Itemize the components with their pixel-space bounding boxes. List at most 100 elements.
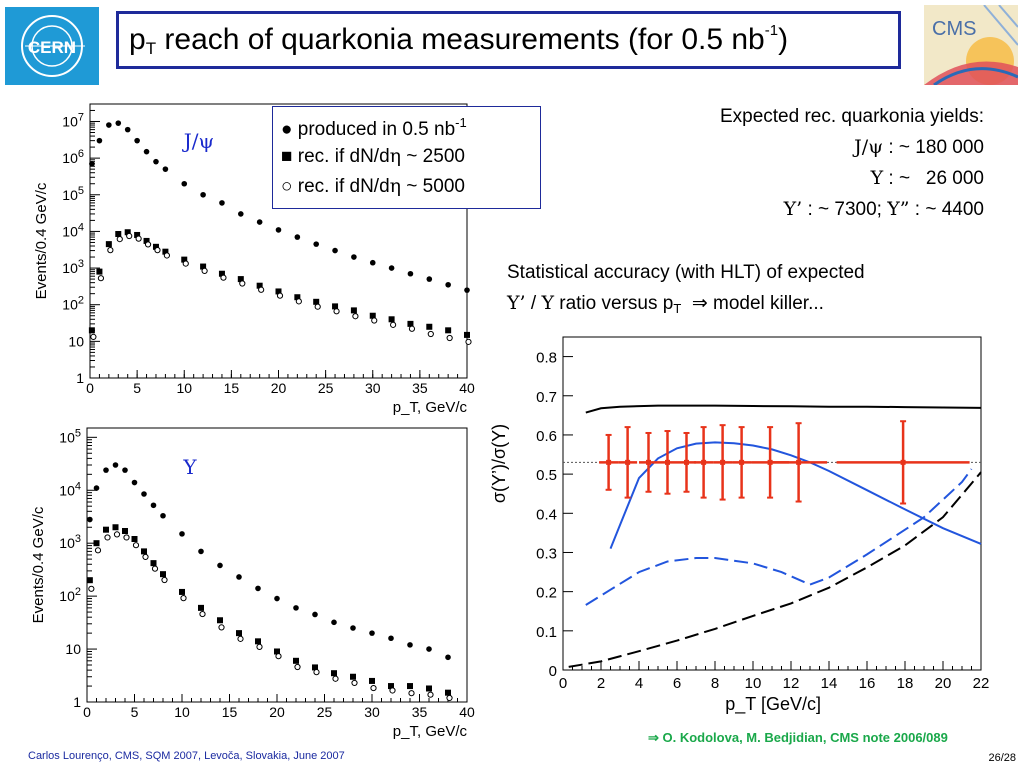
data-point [351, 679, 358, 687]
y-tick-label: 0 [549, 663, 557, 680]
data-point [332, 675, 339, 682]
x-tick-label: 20 [271, 380, 287, 396]
yields-heading: Expected rec. quarkonia yields: [719, 106, 984, 127]
legend-value-rec5000: ~ 5000 [401, 176, 465, 197]
data-point [90, 333, 97, 341]
data-point [446, 334, 453, 342]
legend-value-rec2500: ~ 2500 [401, 146, 465, 167]
upsilon-chart: 0 5 10 15 20 25 30 35 40 1 10 102 103 104 105 p_T, GeV/… [30, 427, 475, 740]
x-tick-label: 20 [269, 704, 285, 720]
data-point [350, 673, 356, 680]
data-point [144, 241, 152, 248]
legend-label-produced-sup: -1 [455, 115, 467, 130]
stat-ratio-sep: / [525, 293, 542, 314]
series-0 [87, 462, 451, 661]
y-tick-label: 104 [62, 221, 84, 239]
data-point [796, 459, 802, 465]
y-tick-label: 102 [59, 586, 81, 604]
series-0 [89, 120, 470, 293]
data-point [200, 263, 207, 270]
yields-block: Expected rec. quarkonia yields: J/ψ : ~ … [720, 102, 984, 225]
data-point [134, 137, 140, 144]
x-tick-label: 5 [131, 704, 139, 720]
data-point [163, 252, 170, 259]
yields-up2-label: Υ’ [783, 198, 803, 220]
data-point [88, 327, 95, 334]
data-point [153, 158, 159, 165]
data-point [255, 638, 261, 645]
legend-marker-rec5000: ○ [281, 176, 293, 197]
x-axis-label: p_T, GeV/c [393, 399, 468, 416]
x-tick-label: 16 [859, 675, 876, 692]
x-tick-label: 2 [597, 675, 605, 692]
jpsi-chart: 0 5 10 15 20 25 30 35 40 1 10 102 103 104 105 106 107 p_T… [33, 103, 475, 416]
stat-line2: Υ’ / Υ ratio versus pT ⇒ model killer... [507, 288, 1017, 324]
legend-marker-produced: ● [281, 119, 293, 140]
x-tick-label: 40 [459, 380, 475, 396]
yields-upsilon-value: : ~ 26 000 [883, 168, 984, 189]
y-tick-label: 104 [59, 480, 81, 498]
x-tick-label: 10 [174, 704, 190, 720]
data-point [237, 276, 244, 283]
data-point [370, 684, 377, 692]
series-1 [86, 524, 451, 696]
title-main: reach of quarkonia measurements (for 0.5… [156, 23, 765, 56]
data-point [275, 288, 282, 295]
y-tick-label: 1 [76, 370, 84, 386]
x-tick-label: 0 [83, 704, 91, 720]
data-point [313, 298, 320, 305]
data-point [407, 270, 414, 277]
x-tick-label: 35 [412, 704, 428, 720]
data-point [390, 321, 397, 328]
data-point [126, 232, 133, 240]
data-point [152, 243, 159, 250]
stat-ratio-den: Υ [541, 292, 554, 314]
x-axis-label: p_T [GeV/c] [725, 694, 821, 715]
data-point [104, 534, 111, 541]
data-point [739, 459, 745, 465]
data-point [445, 654, 451, 661]
data-point [369, 677, 375, 684]
data-point [239, 280, 246, 287]
y-tick-label: 103 [59, 533, 81, 551]
x-tick-label: 0 [86, 380, 94, 396]
x-tick-label: 25 [317, 704, 333, 720]
legend-label-produced: produced in 0.5 nb [297, 119, 456, 140]
data-point [258, 286, 265, 293]
data-point [276, 292, 284, 299]
data-point [154, 247, 161, 254]
data-point [388, 265, 395, 271]
y-tick-label: 0.1 [536, 624, 557, 641]
data-point [236, 630, 242, 637]
data-point [446, 694, 453, 702]
data-point [606, 459, 612, 465]
data-point [332, 303, 339, 310]
stat-line2-end: model killer... [707, 293, 824, 314]
legend-item-rec2500: ■ rec. if dN/dη ~ 2500 [281, 145, 465, 168]
y-axis-label: Events/0.4 GeV/c [33, 182, 50, 299]
y-tick-label: 10 [65, 641, 81, 657]
x-tick-label: 14 [821, 675, 838, 692]
data-point [274, 595, 280, 602]
legend-item-produced: ● produced in 0.5 nb-1 [281, 115, 467, 141]
legend-label-rec5000: rec. if dN/d [297, 176, 390, 197]
data-point [123, 534, 130, 541]
yields-up3-label: Υ” [887, 198, 910, 220]
data-point [217, 617, 223, 624]
x-tick-label: 6 [673, 675, 681, 692]
data-point [312, 611, 318, 618]
title-box: pT reach of quarkonia measurements (for … [116, 11, 901, 69]
x-tick-label: 8 [711, 675, 719, 692]
data-point [256, 643, 263, 650]
data-point [116, 235, 123, 243]
yields-jpsi-value: : ~ 180 000 [883, 137, 984, 158]
data-point [141, 491, 147, 497]
data-point [198, 604, 204, 611]
y-tick-label: 0.8 [536, 350, 557, 367]
data-point [180, 595, 187, 602]
title-sup: -1 [764, 22, 779, 39]
data-point [369, 630, 375, 636]
legend-label-rec2500: rec. if dN/d [297, 146, 390, 167]
data-point [237, 635, 244, 642]
data-point [369, 312, 376, 319]
